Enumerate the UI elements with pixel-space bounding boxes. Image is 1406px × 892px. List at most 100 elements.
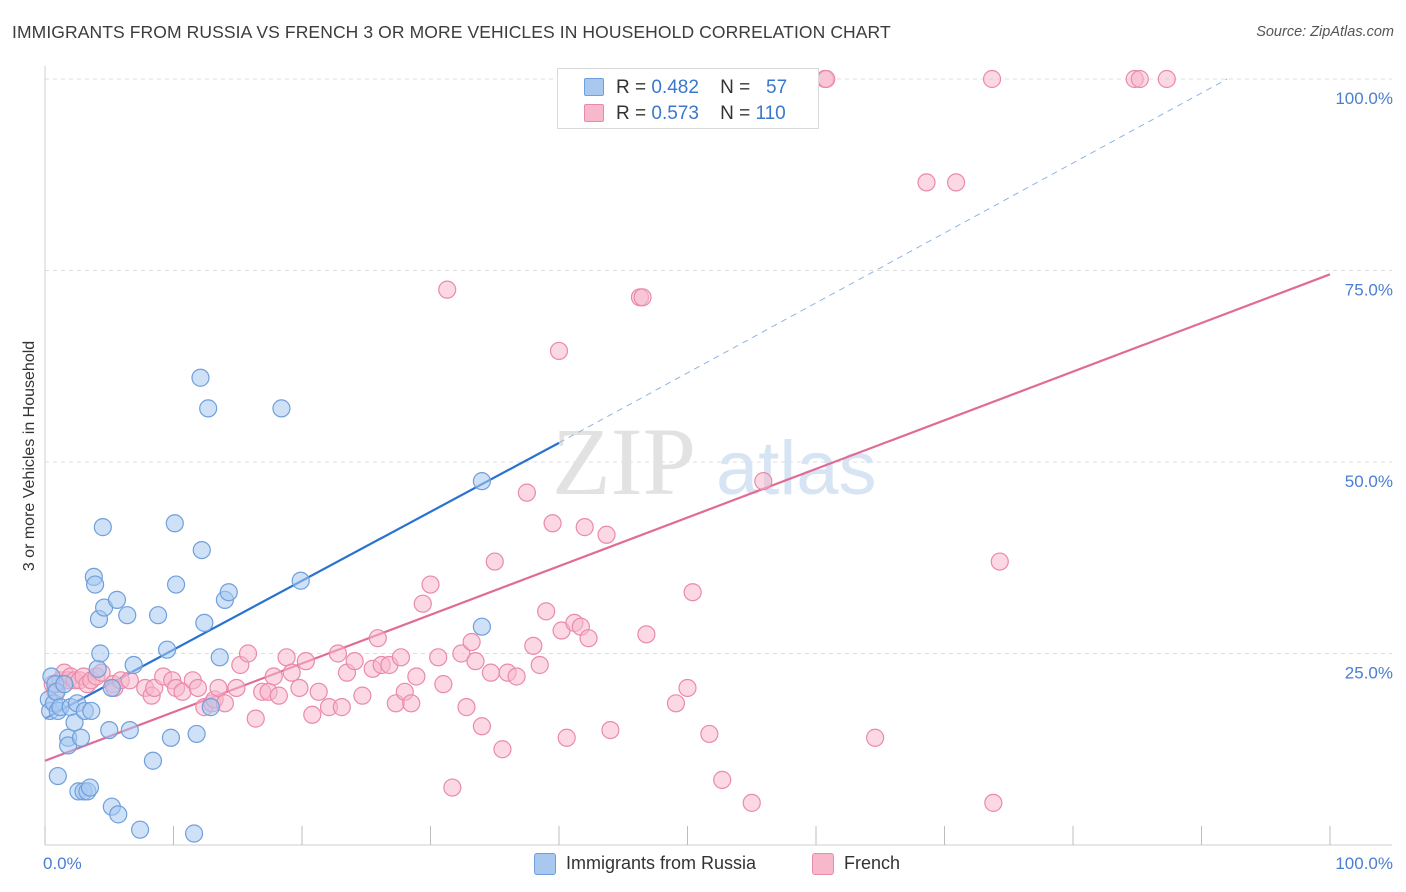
grid-lines bbox=[45, 78, 1392, 654]
point-russia-41 bbox=[161, 728, 181, 747]
point-russia-44 bbox=[184, 824, 204, 843]
point-russia-9 bbox=[55, 675, 74, 694]
point-french-93 bbox=[666, 694, 686, 713]
point-french-72 bbox=[485, 552, 504, 571]
point-russia-26 bbox=[91, 644, 110, 663]
legend-n-value: 57 bbox=[766, 77, 788, 98]
point-french-65 bbox=[443, 778, 462, 797]
point-french-110 bbox=[1157, 69, 1176, 89]
bottom-legend-label-french: French bbox=[844, 853, 901, 873]
point-french-69 bbox=[466, 652, 485, 671]
point-french-56 bbox=[391, 648, 411, 667]
point-russia-27 bbox=[93, 518, 112, 537]
point-french-102 bbox=[866, 728, 885, 747]
point-french-96 bbox=[700, 724, 719, 744]
data-points bbox=[39, 69, 1176, 843]
point-french-42 bbox=[296, 652, 315, 671]
legend-r-label: R = bbox=[616, 103, 647, 124]
point-french-16 bbox=[120, 671, 139, 690]
point-french-73 bbox=[493, 740, 512, 759]
y-tick-label-3: 100.0% bbox=[1335, 89, 1393, 108]
y-tick-label-2: 75.0% bbox=[1345, 281, 1393, 300]
point-french-49 bbox=[345, 652, 364, 671]
x-tick-label-min: 0.0% bbox=[43, 854, 82, 873]
point-russia-29 bbox=[100, 720, 119, 740]
point-french-40 bbox=[282, 663, 301, 682]
legend-text-french: R = 0.573 N = 110 bbox=[616, 103, 786, 125]
point-french-68 bbox=[462, 632, 481, 652]
point-french-29 bbox=[209, 678, 228, 698]
point-russia-49 bbox=[199, 399, 218, 418]
point-french-80 bbox=[543, 514, 562, 533]
point-french-33 bbox=[238, 644, 258, 663]
y-tick-labels: 25.0% 50.0% 75.0% 100.0% bbox=[1335, 89, 1393, 683]
watermark: ZIP atlas bbox=[552, 408, 877, 515]
point-french-64 bbox=[438, 280, 457, 299]
point-russia-45 bbox=[187, 724, 206, 744]
point-russia-35 bbox=[120, 720, 139, 740]
point-french-91 bbox=[633, 288, 652, 307]
point-russia-56 bbox=[472, 472, 491, 491]
point-french-31 bbox=[227, 678, 246, 698]
bottom-legend-label-russia: Immigrants from Russia bbox=[566, 853, 757, 873]
point-russia-36 bbox=[124, 655, 143, 675]
point-french-66 bbox=[452, 644, 471, 663]
bottom-legend-swatch-russia bbox=[534, 853, 556, 875]
point-russia-13 bbox=[65, 713, 84, 732]
point-russia-46 bbox=[191, 368, 210, 387]
point-russia-30 bbox=[102, 678, 121, 698]
point-french-98 bbox=[742, 793, 761, 812]
point-french-77 bbox=[524, 636, 543, 655]
point-french-86 bbox=[575, 518, 594, 537]
point-french-83 bbox=[557, 728, 576, 747]
point-french-52 bbox=[368, 629, 387, 648]
point-french-71 bbox=[481, 663, 500, 682]
point-russia-53 bbox=[219, 583, 238, 602]
point-french-88 bbox=[597, 525, 616, 544]
point-french-76 bbox=[517, 483, 536, 502]
point-french-62 bbox=[429, 648, 448, 667]
point-french-87 bbox=[579, 629, 598, 648]
point-french-41 bbox=[290, 678, 309, 698]
point-russia-48 bbox=[195, 613, 214, 632]
x-tick-label-max: 100.0% bbox=[1335, 854, 1393, 873]
point-french-103 bbox=[917, 173, 936, 192]
legend-r-value: 0.573 bbox=[651, 103, 699, 124]
point-russia-23 bbox=[86, 575, 105, 594]
point-french-58 bbox=[402, 694, 421, 713]
point-russia-32 bbox=[107, 590, 127, 609]
legend-r-value: 0.482 bbox=[651, 77, 699, 98]
legend-swatch-french bbox=[584, 104, 604, 122]
point-french-46 bbox=[328, 644, 348, 663]
point-russia-38 bbox=[143, 751, 163, 770]
point-french-50 bbox=[353, 686, 372, 705]
point-french-79 bbox=[537, 602, 556, 621]
point-russia-37 bbox=[130, 820, 150, 839]
point-french-59 bbox=[407, 667, 426, 686]
legend-n-value: 110 bbox=[755, 103, 786, 124]
legend-r-label: R = bbox=[616, 77, 647, 98]
point-french-78 bbox=[530, 655, 549, 675]
point-french-43 bbox=[303, 705, 322, 724]
point-french-60 bbox=[413, 594, 432, 613]
point-french-37 bbox=[264, 667, 283, 686]
point-russia-57 bbox=[472, 617, 491, 636]
legend-swatch-russia bbox=[584, 78, 604, 96]
bottom-legend-swatch-french bbox=[812, 853, 834, 875]
point-french-44 bbox=[309, 682, 328, 701]
point-french-101 bbox=[817, 69, 836, 89]
point-french-106 bbox=[984, 793, 1003, 812]
chart-title: IMMIGRANTS FROM RUSSIA VS FRENCH 3 OR MO… bbox=[12, 22, 891, 42]
point-french-109 bbox=[1130, 69, 1149, 89]
point-russia-39 bbox=[148, 606, 168, 625]
point-russia-33 bbox=[109, 805, 128, 824]
point-russia-16 bbox=[71, 728, 91, 747]
point-french-92 bbox=[637, 625, 656, 644]
point-french-34 bbox=[246, 709, 265, 728]
point-russia-20 bbox=[80, 778, 100, 797]
point-french-94 bbox=[678, 678, 697, 698]
point-russia-47 bbox=[192, 540, 211, 560]
point-french-25 bbox=[188, 678, 208, 698]
point-french-67 bbox=[457, 698, 476, 717]
